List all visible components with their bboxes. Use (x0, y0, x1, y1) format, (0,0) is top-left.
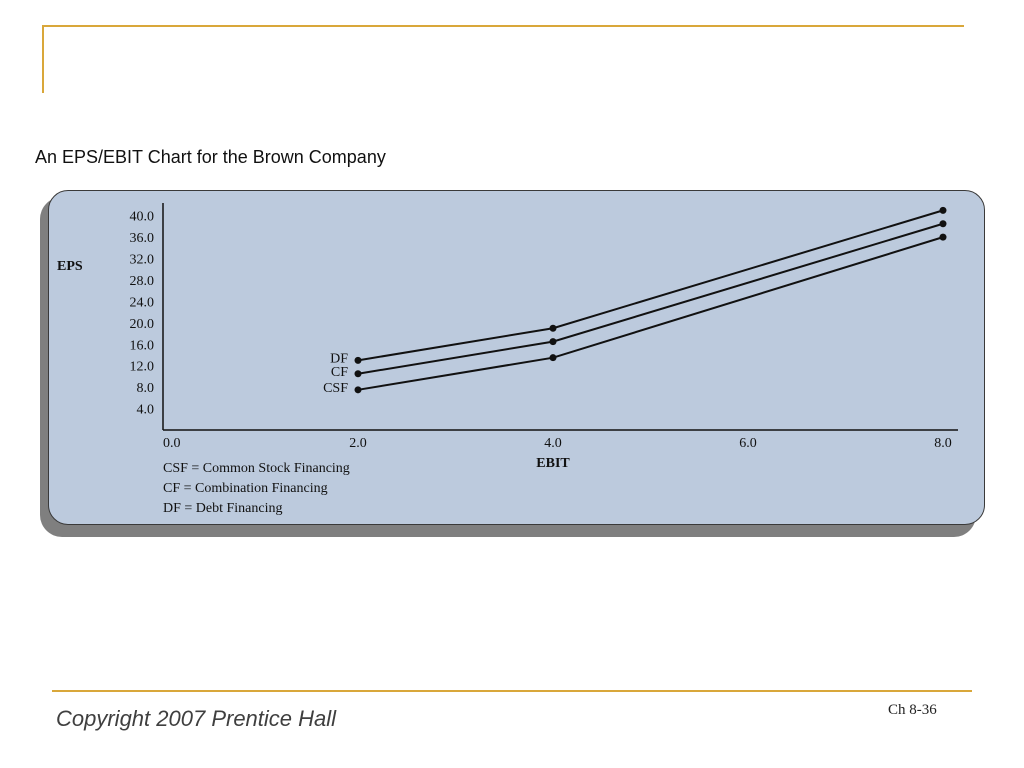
y-tick-label: 28.0 (130, 274, 155, 289)
y-tick-label: 32.0 (130, 253, 155, 268)
data-point-cf (354, 370, 362, 378)
data-point-cf (939, 220, 947, 228)
x-tick-label: 6.0 (739, 436, 757, 451)
series-label-cf: CF (331, 365, 348, 380)
y-tick-label: 16.0 (130, 338, 155, 353)
top-accent-rule (42, 25, 964, 27)
x-tick-label: 0.0 (163, 436, 181, 451)
left-accent-rule (42, 25, 44, 93)
y-tick-label: 36.0 (130, 231, 155, 246)
x-tick-label: 2.0 (349, 436, 367, 451)
slide-number: Ch 8-36 (888, 702, 937, 718)
data-point-csf (354, 386, 362, 394)
y-tick-label: 12.0 (130, 360, 155, 375)
y-tick-label: 8.0 (137, 381, 155, 396)
y-axis-title: EPS (57, 259, 83, 274)
bottom-accent-rule (52, 690, 972, 692)
x-tick-label: 8.0 (934, 436, 952, 451)
x-axis-title: EBIT (536, 456, 570, 471)
y-tick-label: 24.0 (130, 295, 155, 310)
slide-subtitle: An EPS/EBIT Chart for the Brown Company (35, 147, 386, 167)
data-point-df (939, 206, 947, 214)
data-point-df (354, 356, 362, 364)
y-tick-label: 40.0 (130, 210, 155, 225)
data-point-cf (549, 338, 557, 346)
legend-entry: DF = Debt Financing (163, 501, 283, 516)
legend-entry: CSF = Common Stock Financing (163, 461, 350, 476)
series-label-df: DF (330, 351, 348, 366)
y-tick-label: 20.0 (130, 317, 155, 332)
series-label-csf: CSF (323, 381, 348, 396)
x-tick-label: 4.0 (544, 436, 562, 451)
series-line-df (357, 209, 944, 362)
data-point-csf (939, 233, 947, 241)
data-point-csf (549, 354, 557, 362)
series-line-csf (357, 236, 944, 391)
data-point-df (549, 324, 557, 332)
legend-entry: CF = Combination Financing (163, 481, 328, 496)
copyright-text: Copyright 2007 Prentice Hall (56, 706, 337, 731)
y-tick-label: 4.0 (137, 403, 155, 418)
